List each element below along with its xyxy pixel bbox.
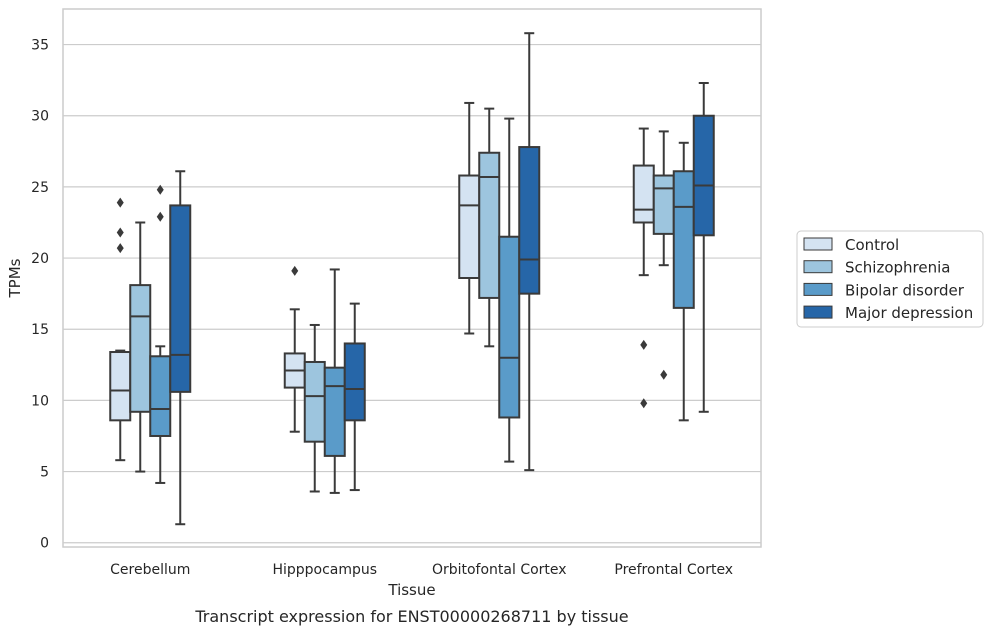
y-tick-label: 25 — [31, 180, 49, 196]
outlier-point — [640, 398, 648, 409]
x-tick-label: Orbitofontal Cortex — [432, 562, 567, 578]
legend-label: Major depression — [845, 304, 973, 322]
y-axis-label: TPMs — [6, 258, 24, 298]
box-major-depression — [518, 146, 541, 295]
box-bipolar-disorder — [672, 170, 695, 309]
y-tick-label: 5 — [40, 465, 49, 481]
box-bipolar-disorder — [149, 355, 172, 437]
x-tick-label: Hipppocampus — [272, 562, 377, 578]
gridlines — [63, 43, 761, 544]
x-tick-label: Cerebellum — [110, 562, 190, 578]
legend-label: Bipolar disorder — [845, 281, 965, 299]
outlier-point — [116, 227, 124, 238]
y-tick-label: 20 — [31, 251, 49, 267]
legend-label: Schizophrenia — [845, 259, 950, 277]
outlier-point — [640, 339, 648, 350]
legend: Control Schizophrenia Bipolar disorder Majo… — [796, 230, 984, 328]
box-control — [632, 164, 655, 224]
box-schizophrenia — [129, 284, 152, 413]
outlier-point — [156, 211, 164, 222]
x-axis-ticks: Cerebellum Hipppocampus Orbitofontal Corte… — [110, 562, 733, 578]
box-plots — [109, 32, 715, 526]
outlier-point — [660, 369, 668, 380]
y-tick-label: 30 — [31, 109, 49, 125]
box-control — [458, 174, 481, 279]
box-schizophrenia — [652, 174, 675, 235]
outlier-point — [116, 243, 124, 254]
y-tick-label: 0 — [40, 536, 49, 552]
y-tick-label: 35 — [31, 38, 49, 54]
legend-swatch — [803, 260, 833, 274]
legend-swatch — [803, 305, 833, 319]
box-control — [109, 351, 132, 422]
outlier-point — [156, 184, 164, 195]
legend-swatch — [803, 237, 833, 251]
outlier-point — [116, 197, 124, 208]
x-axis-label: Tissue — [387, 581, 435, 599]
y-axis-ticks: 0 5 10 15 20 25 30 35 — [31, 38, 49, 552]
box-major-depression — [343, 342, 366, 422]
box-schizophrenia — [303, 360, 326, 443]
box-bipolar-disorder — [323, 366, 346, 457]
box-bipolar-disorder — [498, 235, 521, 419]
box-schizophrenia — [478, 151, 501, 299]
legend-frame — [796, 230, 984, 328]
plot-frame — [62, 8, 762, 548]
box-major-depression — [169, 204, 192, 393]
box-major-depression — [692, 114, 715, 237]
y-tick-label: 15 — [31, 322, 49, 338]
y-tick-label: 10 — [31, 393, 49, 409]
legend-swatch — [803, 282, 833, 296]
legend-label: Control — [845, 236, 899, 254]
chart-caption: Transcript expression for ENST0000026871… — [194, 607, 628, 626]
x-tick-label: Prefrontal Cortex — [614, 562, 733, 578]
outlier-point — [291, 265, 299, 276]
